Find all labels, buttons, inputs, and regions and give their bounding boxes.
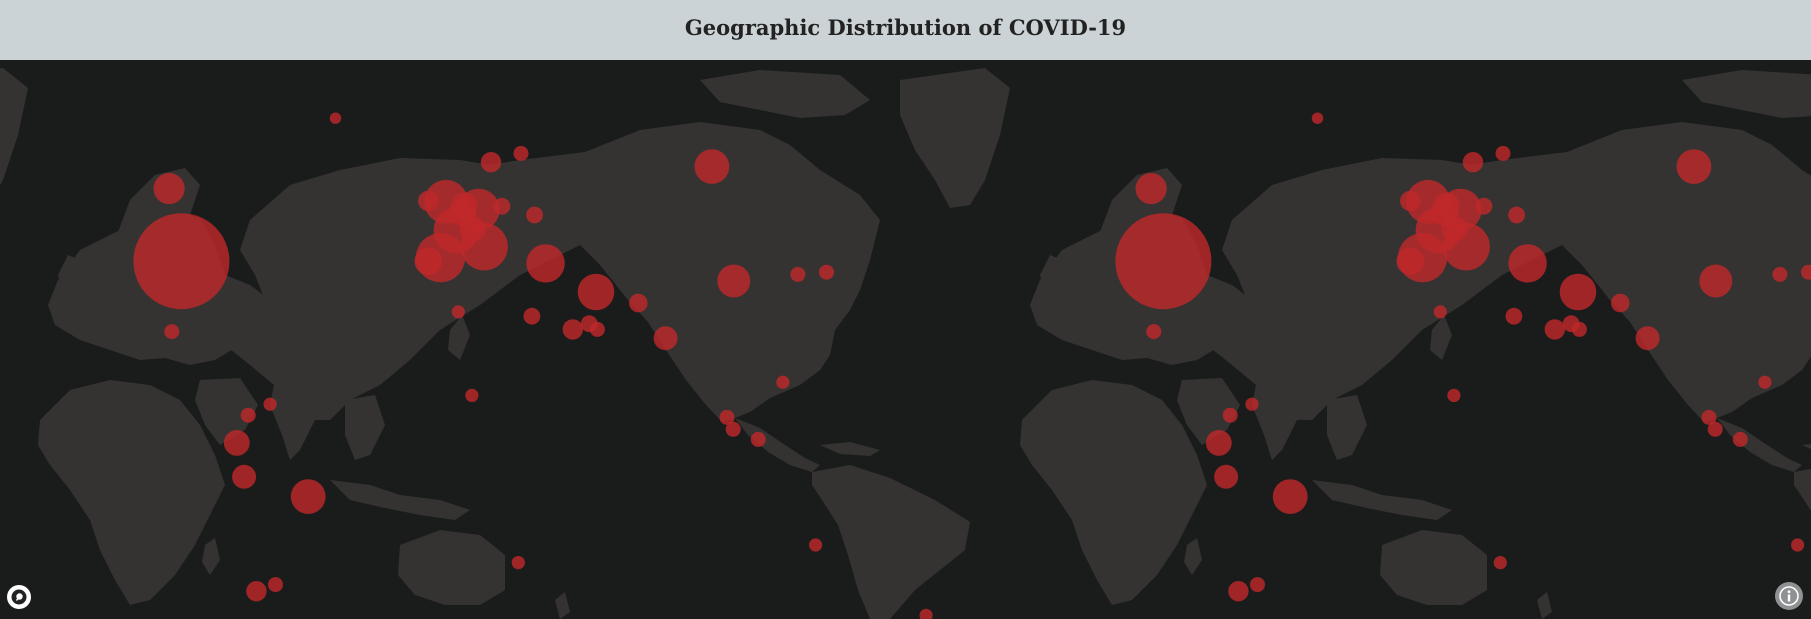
case-marker[interactable] <box>1772 266 1788 282</box>
case-marker[interactable] <box>577 273 615 311</box>
case-marker[interactable] <box>819 264 834 280</box>
case-marker[interactable] <box>1495 145 1511 161</box>
case-marker[interactable] <box>1475 197 1493 215</box>
case-marker[interactable] <box>480 152 502 173</box>
case-marker[interactable] <box>526 244 565 283</box>
case-marker[interactable] <box>1400 190 1421 212</box>
case-marker[interactable] <box>1707 421 1723 437</box>
case-marker[interactable] <box>1433 305 1447 319</box>
case-marker[interactable] <box>523 307 541 325</box>
case-marker[interactable] <box>1447 388 1461 402</box>
case-marker[interactable] <box>263 397 277 411</box>
case-marker[interactable] <box>1115 213 1212 310</box>
case-marker[interactable] <box>919 608 933 619</box>
case-marker[interactable] <box>1250 577 1265 593</box>
case-marker[interactable] <box>776 375 790 389</box>
case-marker[interactable] <box>1462 152 1484 173</box>
case-marker[interactable] <box>511 556 525 570</box>
case-marker[interactable] <box>232 464 257 489</box>
case-marker[interactable] <box>459 216 486 243</box>
case-marker[interactable] <box>1559 273 1597 311</box>
case-marker[interactable] <box>240 407 256 423</box>
page-title: Geographic Distribution of COVID-19 <box>684 14 1127 40</box>
case-marker[interactable] <box>1699 264 1733 298</box>
case-marker[interactable] <box>1544 319 1566 340</box>
case-marker[interactable] <box>653 326 678 351</box>
case-marker[interactable] <box>1801 264 1811 280</box>
case-marker[interactable] <box>1272 479 1308 514</box>
case-marker[interactable] <box>268 577 283 593</box>
case-marker[interactable] <box>1311 112 1324 124</box>
case-marker[interactable] <box>1701 409 1717 425</box>
case-marker[interactable] <box>451 305 465 319</box>
case-marker[interactable] <box>1493 556 1507 570</box>
case-marker[interactable] <box>1635 326 1660 351</box>
case-marker[interactable] <box>1508 244 1547 283</box>
case-marker[interactable] <box>133 213 230 310</box>
case-marker[interactable] <box>1505 307 1523 325</box>
case-marker[interactable] <box>694 149 730 184</box>
case-marker[interactable] <box>223 430 250 456</box>
case-marker[interactable] <box>719 409 735 425</box>
case-marker[interactable] <box>290 479 326 514</box>
case-marker[interactable] <box>418 190 439 212</box>
case-marker[interactable] <box>750 431 766 447</box>
case-marker[interactable] <box>153 173 185 205</box>
marker-layer[interactable] <box>133 112 1811 619</box>
case-marker[interactable] <box>1791 538 1805 552</box>
case-marker[interactable] <box>526 206 543 224</box>
case-marker[interactable] <box>1676 149 1712 184</box>
case-marker[interactable] <box>1245 397 1259 411</box>
case-marker[interactable] <box>414 247 443 275</box>
case-marker[interactable] <box>562 319 583 340</box>
case-marker[interactable] <box>451 192 478 219</box>
case-marker[interactable] <box>246 581 267 602</box>
info-icon[interactable] <box>1775 582 1803 610</box>
map-canvas[interactable] <box>0 60 1811 619</box>
case-marker[interactable] <box>809 538 823 552</box>
case-marker[interactable] <box>629 293 648 313</box>
mapbox-logo-icon[interactable] <box>7 585 31 609</box>
case-marker[interactable] <box>1205 430 1232 456</box>
case-marker[interactable] <box>1571 321 1587 337</box>
case-marker[interactable] <box>493 197 511 215</box>
case-marker[interactable] <box>1396 247 1425 275</box>
case-marker[interactable] <box>1135 173 1167 205</box>
case-marker[interactable] <box>465 388 479 402</box>
case-marker[interactable] <box>790 266 806 282</box>
case-marker[interactable] <box>725 421 741 437</box>
case-marker[interactable] <box>1611 293 1630 313</box>
world-map[interactable] <box>0 60 1811 619</box>
title-bar: Geographic Distribution of COVID-19 <box>0 0 1811 60</box>
case-marker[interactable] <box>513 145 529 161</box>
case-marker[interactable] <box>1222 407 1238 423</box>
case-marker[interactable] <box>1433 192 1460 219</box>
case-marker[interactable] <box>1758 375 1772 389</box>
case-marker[interactable] <box>1508 206 1525 224</box>
case-marker[interactable] <box>1441 216 1468 243</box>
case-marker[interactable] <box>329 112 342 124</box>
case-marker[interactable] <box>717 264 751 298</box>
case-marker[interactable] <box>1214 464 1239 489</box>
case-marker[interactable] <box>164 324 180 340</box>
case-marker[interactable] <box>1228 581 1249 602</box>
case-marker[interactable] <box>1146 324 1162 340</box>
case-marker[interactable] <box>589 321 605 337</box>
case-marker[interactable] <box>1732 431 1748 447</box>
